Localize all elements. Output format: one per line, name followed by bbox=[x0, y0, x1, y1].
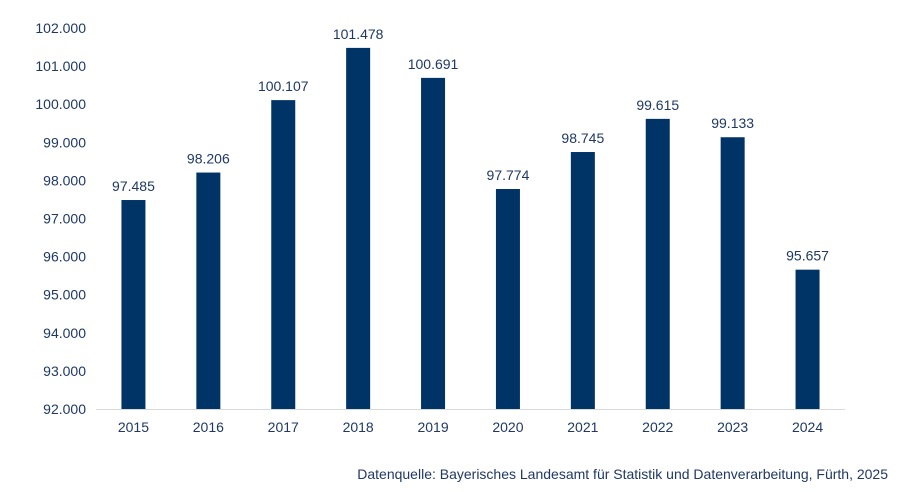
x-tick-label-2016: 2016 bbox=[193, 419, 224, 435]
x-tick-label-2021: 2021 bbox=[567, 419, 598, 435]
bar-2022 bbox=[645, 118, 670, 409]
x-tick-label-2019: 2019 bbox=[417, 419, 448, 435]
x-axis-labels: 2015 2016 2017 2018 2019 2020 2021 2022 2023 2024 bbox=[118, 419, 823, 435]
data-labels: 97.485 98.206 100.107 101.478 100.691 97.774 9… bbox=[112, 26, 829, 264]
bar-2019 bbox=[421, 77, 446, 410]
x-tick-label-2023: 2023 bbox=[717, 419, 748, 435]
bar-2018 bbox=[346, 47, 371, 410]
data-label-2018: 101.478 bbox=[333, 26, 384, 42]
y-tick-label: 93.000 bbox=[43, 363, 86, 379]
bar-2023 bbox=[720, 137, 745, 409]
y-tick-label: 96.000 bbox=[43, 249, 86, 265]
data-label-2017: 100.107 bbox=[258, 78, 309, 94]
y-tick-label: 98.000 bbox=[43, 172, 86, 188]
x-tick-label-2018: 2018 bbox=[343, 419, 374, 435]
bar-2016 bbox=[196, 172, 221, 409]
data-label-2022: 99.615 bbox=[636, 97, 679, 113]
y-tick-label: 99.000 bbox=[43, 134, 86, 150]
y-tick-label: 92.000 bbox=[43, 401, 86, 417]
y-tick-label: 94.000 bbox=[43, 325, 86, 341]
x-tick-label-2022: 2022 bbox=[642, 419, 673, 435]
bar-2024 bbox=[795, 269, 820, 409]
source-note: Datenquelle: Bayerisches Landesamt für S… bbox=[357, 466, 888, 482]
x-tick-label-2015: 2015 bbox=[118, 419, 149, 435]
y-tick-label: 102.000 bbox=[35, 20, 86, 36]
bar-2020 bbox=[495, 189, 520, 409]
bar-2015 bbox=[121, 200, 146, 409]
bars bbox=[121, 47, 820, 410]
x-tick-label-2020: 2020 bbox=[492, 419, 523, 435]
x-tick-label-2024: 2024 bbox=[792, 419, 823, 435]
data-label-2015: 97.485 bbox=[112, 178, 155, 194]
y-axis-ticks: 92.000 93.000 94.000 95.000 96.000 97.000 98.0… bbox=[35, 20, 86, 417]
y-tick-label: 100.000 bbox=[35, 96, 86, 112]
data-label-2019: 100.691 bbox=[408, 56, 459, 72]
x-tick-label-2017: 2017 bbox=[268, 419, 299, 435]
data-label-2024: 95.657 bbox=[786, 248, 829, 264]
bar-2017 bbox=[271, 100, 296, 410]
y-tick-label: 97.000 bbox=[43, 211, 86, 227]
data-label-2016: 98.206 bbox=[187, 151, 230, 167]
data-label-2023: 99.133 bbox=[711, 115, 754, 131]
y-tick-label: 101.000 bbox=[35, 58, 86, 74]
data-label-2021: 98.745 bbox=[561, 130, 604, 146]
y-tick-label: 95.000 bbox=[43, 287, 86, 303]
data-label-2020: 97.774 bbox=[487, 167, 530, 183]
bar-2021 bbox=[570, 152, 595, 409]
